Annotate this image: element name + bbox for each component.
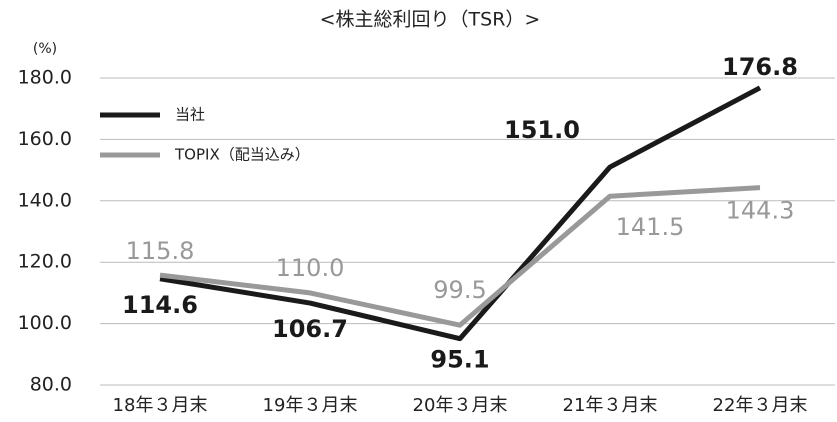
y-tick-label: 80.0 [30, 374, 72, 396]
series-line [159, 85, 762, 342]
chart-title: <株主総利回り（TSR）> [320, 9, 541, 31]
data-label: 99.5 [433, 276, 486, 304]
y-tick-label: 120.0 [18, 251, 72, 273]
series-line [159, 185, 761, 328]
data-label: 106.7 [272, 315, 348, 343]
y-tick-label: 140.0 [18, 189, 72, 211]
data-label: 114.6 [122, 291, 198, 319]
data-label: 110.0 [276, 254, 345, 282]
x-tick-label: 19年３月末 [263, 395, 358, 416]
y-unit: (%) [33, 41, 57, 57]
y-tick-label: 160.0 [18, 128, 72, 150]
data-label: 151.0 [504, 116, 580, 144]
x-tick-label: 20年３月末 [413, 395, 508, 416]
x-tick-label: 18年３月末 [113, 395, 208, 416]
data-label: 176.8 [722, 53, 798, 81]
y-tick-label: 180.0 [18, 67, 72, 89]
x-tick-label: 21年３月末 [563, 395, 658, 416]
data-label: 141.5 [616, 213, 685, 241]
data-label: 115.8 [126, 237, 195, 265]
legend-label: TOPIX（配当込み） [174, 146, 310, 164]
data-label: 95.1 [430, 346, 489, 374]
data-label: 144.3 [726, 197, 795, 225]
x-tick-label: 22年３月末 [713, 395, 808, 416]
legend-label: 当社 [175, 106, 205, 124]
y-tick-label: 100.0 [18, 312, 72, 334]
